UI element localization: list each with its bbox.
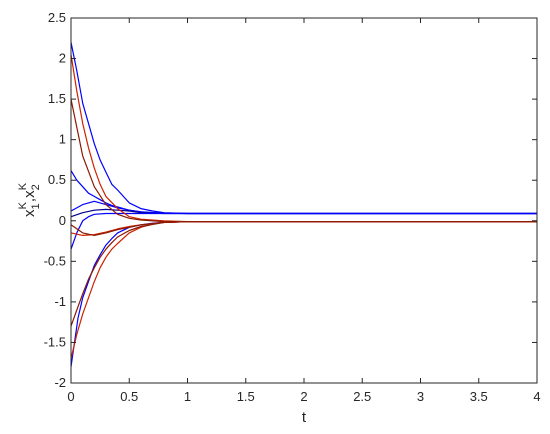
y-label-x2-sub: 2: [30, 184, 42, 190]
series-layer: [70, 42, 537, 367]
y-tick-label: 1.5: [48, 91, 66, 106]
series-line-7: [70, 54, 537, 223]
x-tick-label: 2.5: [353, 389, 371, 404]
y-tick-label: -1.5: [44, 334, 66, 349]
x-tick-label: 4: [533, 389, 540, 404]
y-tick-label: -0.5: [44, 253, 66, 268]
y-tick-label: 2: [59, 51, 66, 66]
y-tick-label: 1: [59, 132, 66, 147]
y-label-x2-sup: K: [17, 182, 29, 190]
y-tick-label: -1: [54, 294, 66, 309]
x-tick-label: 2: [300, 389, 307, 404]
series-line-12: [70, 221, 537, 236]
x-tick-label: 0.5: [120, 389, 138, 404]
y-label-x1-sub: 1: [30, 203, 42, 209]
y-axis-label: x1K,x2K: [17, 182, 42, 217]
ticks-layer: 0 0.5 1 1.5 2 2.5 3 3.5 4 -2 -1.5 -1 -0.5 0 0.5 1 1.5 2 2.…: [44, 10, 541, 404]
y-tick-label: -2: [54, 375, 66, 390]
x-tick-label: 3.5: [470, 389, 488, 404]
x-tick-label: 3: [417, 389, 424, 404]
y-label-x1: x: [21, 209, 38, 217]
y-label-x2: x: [21, 190, 38, 198]
y-label-separator: ,: [21, 198, 38, 202]
y-label-x1-sup: K: [17, 201, 29, 209]
x-tick-label: 1.5: [237, 389, 255, 404]
y-tick-label: 0: [59, 213, 66, 228]
x-tick-label: 1: [184, 389, 191, 404]
y-tick-label: 0.5: [48, 172, 66, 187]
x-axis-label: t: [302, 409, 307, 426]
series-line-5: [70, 212, 537, 250]
plot-area: [71, 18, 537, 383]
y-tick-label: 2.5: [48, 10, 66, 25]
x-tick-label: 0: [67, 389, 74, 404]
